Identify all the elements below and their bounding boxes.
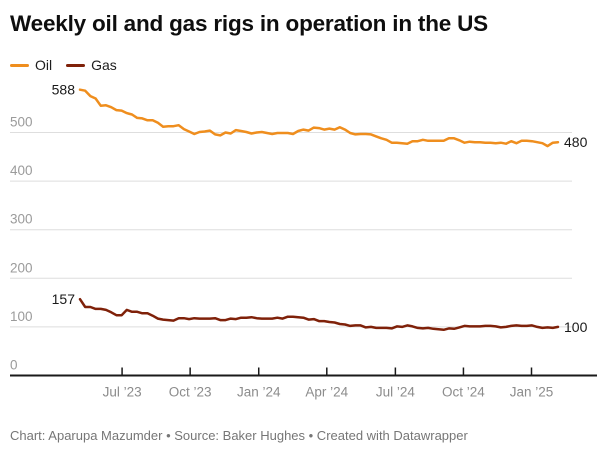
y-axis-label: 500 xyxy=(10,115,33,130)
x-axis-label: Oct ’23 xyxy=(169,385,212,400)
gas-end-value-label: 100 xyxy=(564,319,588,335)
oil-end-value-label: 480 xyxy=(564,134,588,150)
gas-line-swatch-icon xyxy=(66,63,86,67)
legend: Oil Gas xyxy=(10,57,117,73)
chart-title: Weekly oil and gas rigs in operation in … xyxy=(10,11,488,36)
y-axis-label: 0 xyxy=(10,358,18,373)
x-axis-label: Oct ’24 xyxy=(442,385,485,400)
legend-item-oil: Oil xyxy=(10,57,52,73)
x-axis-label: Apr ’24 xyxy=(305,385,348,400)
oil-line-swatch-icon xyxy=(10,63,29,67)
gas-start-value-label: 157 xyxy=(52,291,76,307)
oil-line xyxy=(78,88,560,148)
legend-label-oil: Oil xyxy=(35,57,53,73)
y-axis-label: 200 xyxy=(10,260,33,275)
chart-footer: Chart: Aparupa Mazumder • Source: Baker … xyxy=(10,428,468,443)
legend-label-gas: Gas xyxy=(91,57,117,73)
x-axis-label: Jan ’24 xyxy=(237,385,281,400)
rigs-line-chart: 0 100 200 300 400 500 Jul ’23 Oct ’23 Jan ’24 Apr… xyxy=(10,82,597,400)
x-axis-label: Jul ’23 xyxy=(103,385,142,400)
gas-line xyxy=(78,297,560,332)
y-axis-label: 300 xyxy=(10,212,33,227)
x-axis-label: Jul ’24 xyxy=(376,385,416,400)
y-axis-label: 400 xyxy=(10,163,33,178)
y-axis-label: 100 xyxy=(10,309,33,324)
x-axis-label: Jan ’25 xyxy=(510,385,554,400)
oil-start-value-label: 588 xyxy=(52,82,76,98)
legend-item-gas: Gas xyxy=(66,57,117,73)
